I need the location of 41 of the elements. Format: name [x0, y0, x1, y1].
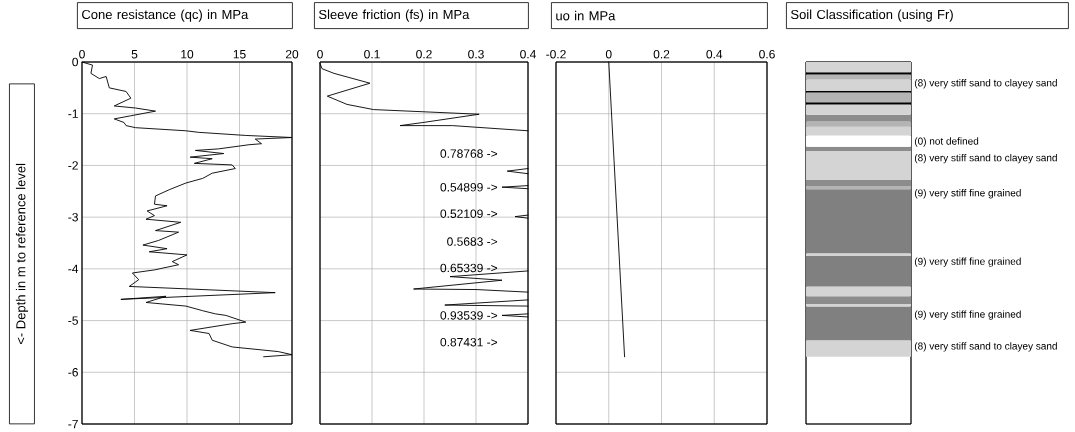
y-tick-label: -5	[68, 316, 78, 325]
y-tick-label: -2	[68, 161, 78, 170]
annotation: 0.54899 ->	[440, 183, 498, 192]
chart-title: uo in MPa	[556, 10, 616, 21]
y-tick-label: -1	[68, 109, 78, 118]
chart-title: Sleeve friction (fs) in MPa	[319, 9, 470, 22]
annotation: 0.5683 ->	[447, 237, 498, 246]
annotation: 0.52109 ->	[440, 209, 498, 218]
y-axis-title: <- Depth in m to reference level	[15, 163, 29, 345]
x-tick-label: 0.4	[520, 49, 536, 59]
x-tick-label: 0.3	[468, 49, 484, 59]
text: (9) very stiff fine grained	[914, 189, 1021, 199]
text: (9) very stiff fine grained	[914, 310, 1021, 320]
chart-title: Cone resistance (qc) in MPa	[82, 9, 249, 22]
annotation: 0.87431 ->	[440, 337, 498, 347]
x-tick-label: 0.1	[364, 49, 380, 59]
x-tick-label: 5	[131, 50, 138, 59]
y-tick-label: -3	[68, 212, 78, 222]
x-tick-label: 20	[285, 49, 299, 59]
y-tick-label: -6	[68, 368, 78, 377]
text: (0) not defined	[914, 137, 979, 147]
text: (9) very stiff fine grained	[914, 257, 1021, 267]
text: (8) very stiff sand to clayey sand	[914, 342, 1057, 352]
x-tick-label: 0.4	[706, 49, 723, 59]
x-tick-label: 0	[317, 49, 323, 59]
y-tick-label: -7	[68, 419, 78, 429]
x-tick-label: 10	[181, 49, 194, 59]
text: (8) very stiff sand to clayey sand	[914, 154, 1057, 164]
x-tick-label: -0.2	[546, 49, 566, 59]
annotation: 0.65339 ->	[440, 263, 498, 273]
x-tick-label: 0.2	[416, 49, 432, 59]
annotation: 0.78768 ->	[440, 149, 498, 158]
text: (8) very stiff sand to clayey sand	[914, 79, 1057, 89]
x-tick-label: 0.2	[653, 49, 670, 59]
y-tick-label: -4	[68, 264, 79, 273]
annotation: 0.93539 ->	[440, 311, 498, 320]
x-tick-label: 15	[233, 50, 246, 59]
chart-title: Soil Classification (using Fr)	[791, 9, 953, 22]
x-tick-label: 0	[605, 49, 612, 59]
y-tick-label: 0	[72, 57, 79, 67]
x-tick-label: 0.6	[759, 49, 775, 59]
